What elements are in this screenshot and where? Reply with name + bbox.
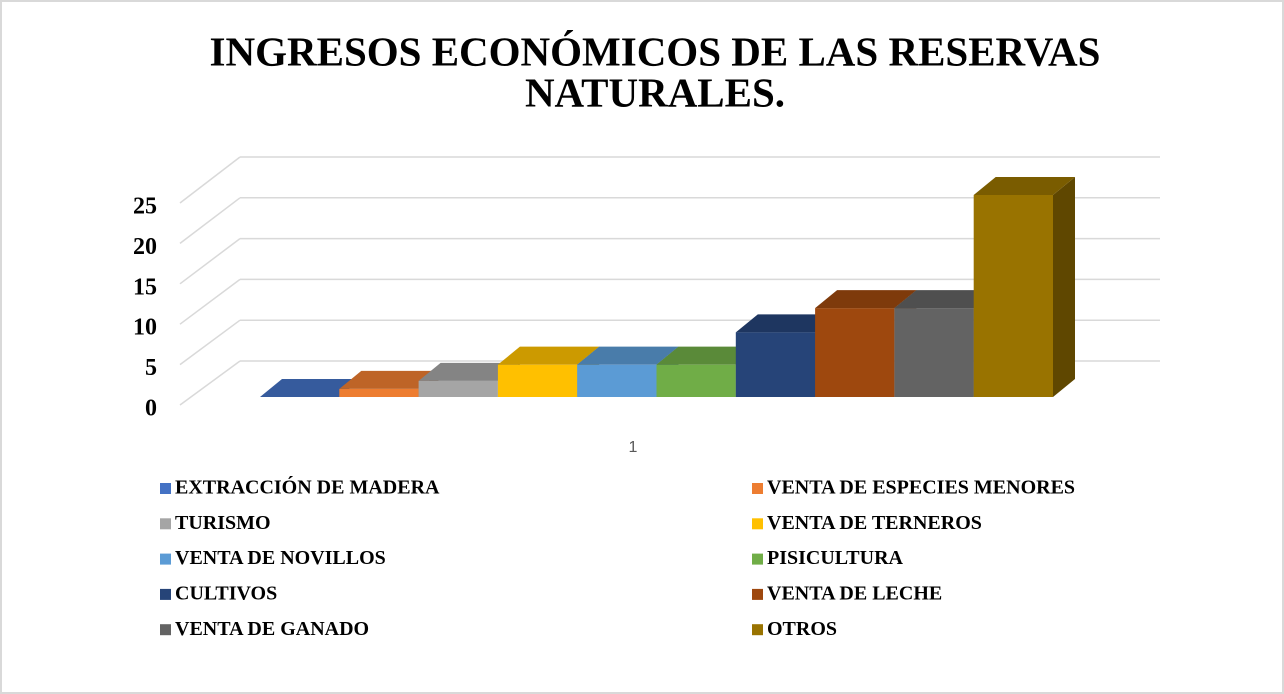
legend-label: EXTRACCIÓN DE MADERA [175,475,440,499]
legend-label: VENTA DE LECHE [767,582,942,604]
bar [339,388,419,397]
legend-label: TURISMO [175,512,271,534]
y-tick-label: 0 [145,396,157,422]
legend-swatch [160,483,171,494]
bar [973,195,1053,397]
bar [497,364,578,397]
legend-label: PISICULTURA [767,547,904,569]
x-tick-label: 1 [629,439,638,456]
legend-label: VENTA DE ESPECIES MENORES [767,477,1075,499]
grid-line [179,156,241,204]
bar [577,364,657,397]
y-tick-label: 25 [133,194,157,220]
bar [735,332,816,397]
bar [894,308,974,397]
bar-top [418,362,520,381]
grid-line [179,197,241,244]
legend-label: VENTA DE NOVILLOS [175,547,386,569]
legend-swatch [752,553,763,565]
bar-top [497,346,600,365]
legend-swatch [752,624,763,636]
legend-swatch [752,483,763,494]
legend-swatch [160,553,171,565]
legend-swatch [752,588,763,600]
y-tick-label: 20 [133,234,157,260]
chart-title: NATURALES. [525,69,785,115]
legend-label: VENTA DE GANADO [175,618,369,640]
legend-label: VENTA DE TERNEROS [767,512,982,534]
legend-swatch [160,518,171,530]
grid-line [179,238,241,285]
bar-top [815,290,917,309]
bar-side [1053,177,1075,397]
grid-line [179,278,241,325]
legend-swatch [752,518,763,530]
bar-top [894,290,996,309]
bar-top [735,314,838,333]
bar-top [656,346,758,365]
legend-swatch [160,588,171,600]
bar [656,364,736,397]
grid-line [179,319,241,366]
y-tick-label: 10 [133,315,157,341]
grid-line [179,360,241,406]
y-tick-label: 5 [145,355,157,381]
y-tick-label: 15 [133,274,157,300]
legend-swatch [160,624,171,636]
bar [418,380,498,397]
bar-top [973,177,1075,195]
bar-top [260,379,362,397]
legend-label: CULTIVOS [175,582,277,604]
bar-top [339,370,441,389]
legend-label: OTROS [767,618,837,640]
bar-top [577,346,679,365]
chart-title: INGRESOS ECONÓMICOS DE LAS RESERVAS [210,28,1101,74]
bar [815,308,895,397]
